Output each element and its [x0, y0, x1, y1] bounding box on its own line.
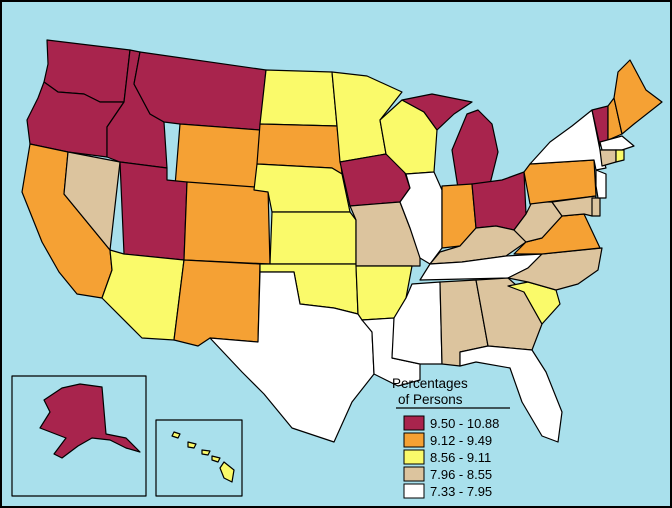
state-nd[interactable]: [259, 69, 338, 127]
legend-swatch: [403, 483, 425, 499]
alaska-inset-frame: [11, 375, 147, 497]
state-il[interactable]: [399, 171, 443, 265]
contiguous-us: [21, 39, 663, 443]
state-ak[interactable]: [39, 383, 141, 459]
legend-title-line1: Percentages: [392, 376, 468, 391]
legend-title-line2: of Persons: [398, 392, 463, 407]
legend-label: 7.33 - 7.95: [430, 484, 492, 499]
legend-label: 9.50 - 10.88: [430, 416, 499, 431]
legend: Percentages of Persons 9.50 - 10.88 9.12 …: [392, 376, 510, 499]
legend-swatch: [403, 449, 425, 465]
state-de[interactable]: [591, 197, 601, 217]
state-pa[interactable]: [523, 159, 597, 205]
state-nc[interactable]: [507, 247, 603, 291]
hawaii-inset-frame: [155, 419, 243, 497]
state-mi[interactable]: [451, 109, 499, 189]
legend-items: 9.50 - 10.88 9.12 - 9.49 8.56 - 9.11 7.96 -…: [403, 415, 499, 499]
legend-label: 7.96 - 8.55: [430, 467, 492, 482]
state-nj[interactable]: [595, 169, 607, 199]
legend-swatch: [403, 415, 425, 431]
state-tx[interactable]: [209, 271, 375, 443]
state-ri[interactable]: [615, 149, 625, 163]
state-me[interactable]: [613, 59, 663, 135]
state-ks[interactable]: [269, 211, 357, 265]
state-hi[interactable]: [171, 431, 235, 483]
state-mi-up[interactable]: [401, 93, 473, 131]
state-co[interactable]: [183, 181, 271, 265]
legend-swatch: [403, 432, 425, 448]
state-nm[interactable]: [173, 259, 261, 347]
state-fl[interactable]: [459, 345, 563, 443]
state-ma[interactable]: [599, 135, 635, 151]
legend-swatch: [403, 466, 425, 482]
state-md[interactable]: [551, 195, 597, 217]
legend-label: 9.12 - 9.49: [430, 433, 492, 448]
legend-label: 8.56 - 9.11: [430, 450, 491, 465]
